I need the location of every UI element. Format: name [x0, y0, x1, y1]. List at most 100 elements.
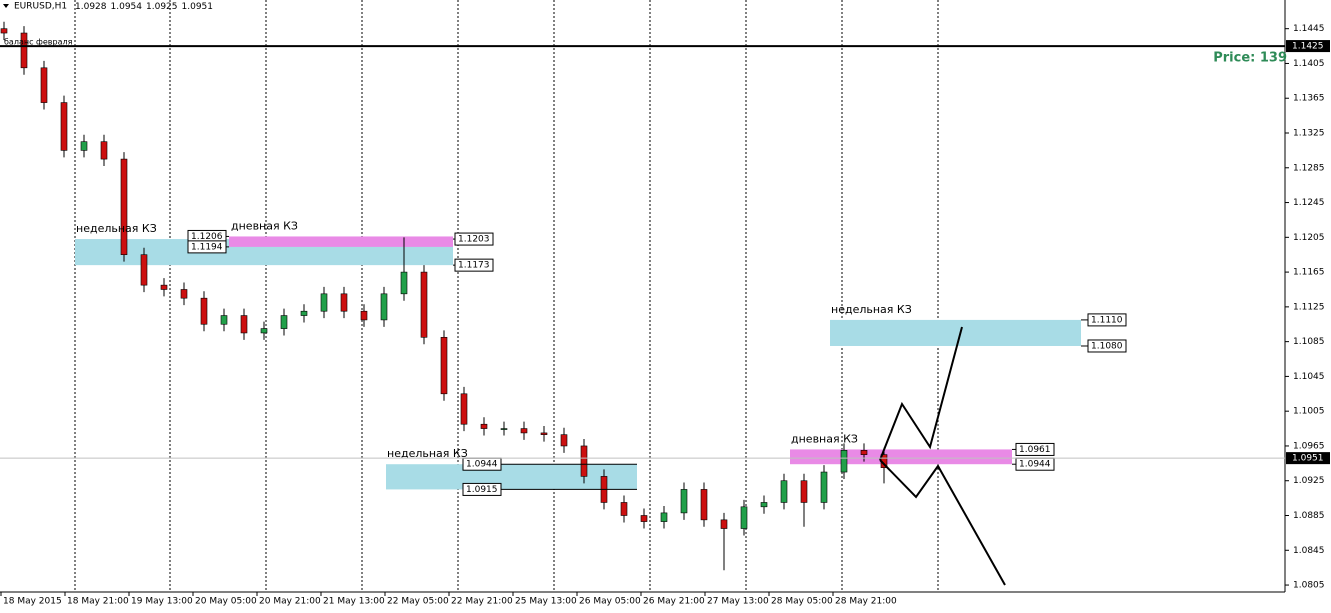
y-tick-label: 1.0885 [1293, 511, 1325, 521]
zone-price-box [454, 232, 494, 246]
zones [75, 236, 1081, 490]
y-tick-label: 1.1005 [1293, 407, 1325, 417]
candle-body [400, 271, 408, 295]
candle-body [460, 393, 468, 425]
candle-body [260, 328, 268, 334]
candle-body [620, 502, 628, 516]
x-tick-label: 18 May 21:00 [67, 597, 129, 607]
candle-body [680, 489, 688, 514]
y-tick-label: 1.1045 [1293, 372, 1325, 382]
x-tick-label: 18 May 2015 [3, 597, 62, 607]
zone [790, 449, 1012, 465]
x-tick-label: 28 May 05:00 [771, 597, 833, 607]
day-separators [74, 0, 939, 592]
candle-body [560, 434, 568, 447]
zone [229, 236, 453, 247]
header-value: 1.0928 [75, 2, 107, 12]
candle-body [100, 141, 108, 160]
zone [386, 464, 637, 490]
x-tick-label: 28 May 21:00 [835, 597, 897, 607]
header-value: 1.0925 [146, 2, 178, 12]
candle-body [300, 310, 308, 316]
x-tick-label: 26 May 21:00 [643, 597, 705, 607]
zone-price-label: 1.0961 [1019, 445, 1051, 455]
menu-arrow [3, 4, 9, 8]
level-tag-label: 1.1425 [1292, 42, 1324, 52]
candle-body [760, 502, 768, 508]
y-tick-label: 1.1365 [1293, 94, 1325, 104]
y-tick-label: 1.0805 [1293, 581, 1325, 591]
y-tick-label: 1.0845 [1293, 546, 1325, 556]
x-tick-label: 20 May 05:00 [195, 597, 257, 607]
zone-price-label: 1.1203 [458, 235, 490, 245]
candle-body [60, 102, 68, 151]
zone-price-label: 1.1194 [191, 242, 223, 252]
zone-label: недельная КЗ [831, 303, 912, 316]
zone-label: дневная КЗ [791, 432, 858, 445]
y-tick-label: 1.1405 [1293, 59, 1325, 69]
candle-body [40, 67, 48, 103]
zone-label: дневная КЗ [231, 219, 298, 232]
zone-price-label: 1.1110 [1091, 315, 1123, 325]
zone-label: недельная КЗ [76, 222, 157, 235]
candle-body [840, 450, 848, 473]
zone-price-box [1087, 313, 1127, 327]
zone-price-box [462, 482, 502, 496]
zone-price-label: 1.1080 [1091, 341, 1123, 351]
candle-body [120, 158, 128, 256]
candle-body [820, 471, 828, 503]
x-tick-label: 26 May 05:00 [579, 597, 641, 607]
x-tick-label: 25 May 13:00 [515, 597, 577, 607]
zone-price-label: 1.0944 [466, 460, 498, 470]
y-tick-label: 1.0965 [1293, 441, 1325, 451]
candle-body [0, 28, 8, 34]
y-tick-label: 1.1205 [1293, 233, 1325, 243]
forecast [879, 326, 1006, 586]
header-value: 1.0951 [182, 2, 214, 12]
candle-body [240, 315, 248, 334]
header-value: 1.0954 [111, 2, 143, 12]
x-tick-label: 27 May 13:00 [707, 597, 769, 607]
candle-body [500, 428, 508, 430]
y-tick-label: 1.1245 [1293, 198, 1325, 208]
axis-layer: 1.1445 1.1405 1.1365 1.1325 1.1285 1.1245 1.12… [0, 24, 1330, 607]
y-tick-label: 1.1445 [1293, 24, 1325, 34]
zone-price-box [454, 258, 494, 272]
candle-body [520, 428, 528, 434]
candle-body [700, 489, 708, 521]
y-tick-label: 1.1285 [1293, 163, 1325, 173]
candle-body [780, 480, 788, 503]
price-tag-label: 1.0951 [1292, 454, 1324, 464]
price-tag [1286, 452, 1330, 465]
zone-label: недельная КЗ [387, 447, 468, 460]
y-tick-label: 1.1085 [1293, 337, 1325, 347]
candle-body [140, 254, 148, 286]
y-tick-label: 1.1125 [1293, 302, 1325, 312]
zone-price-box [1015, 442, 1055, 456]
zone-price-box [1087, 339, 1127, 353]
level-tag [1286, 40, 1330, 53]
candle-body [280, 315, 288, 329]
y-tick-label: 1.0925 [1293, 476, 1325, 486]
candle-body [380, 293, 388, 321]
x-tick-label: 20 May 21:00 [259, 597, 321, 607]
candle-body [740, 506, 748, 529]
candle-body [860, 450, 868, 455]
candle-body [200, 297, 208, 325]
candle-body [660, 512, 668, 522]
zone [830, 319, 1081, 346]
level-line-label: баланс февраля [4, 38, 73, 47]
y-tick-label: 1.1325 [1293, 129, 1325, 139]
candle-body [640, 515, 648, 522]
candle-body [160, 284, 168, 290]
candle-body [180, 289, 188, 299]
forecast-up [879, 326, 963, 461]
zone-price-label: 1.1206 [191, 232, 223, 242]
candle-body [340, 293, 348, 312]
candle-body [80, 141, 88, 151]
zone-price-label: 1.1173 [458, 261, 490, 271]
x-tick-label: 22 May 05:00 [387, 597, 449, 607]
x-tick-label: 21 May 13:00 [323, 597, 385, 607]
